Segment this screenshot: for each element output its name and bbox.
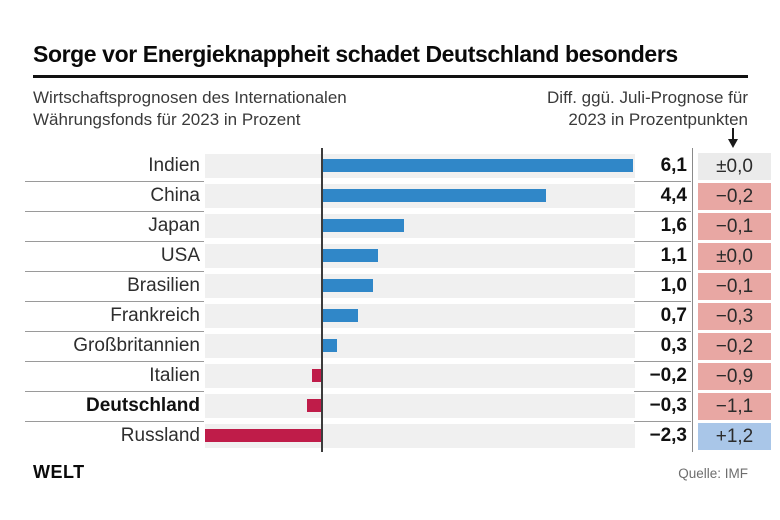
- table-row: Indien 6,1 ±0,0: [0, 152, 780, 182]
- table-row: Brasilien 1,0 −0,1: [0, 272, 780, 302]
- value-label: 1,6: [660, 215, 687, 236]
- value-bar: [322, 279, 373, 292]
- diff-badge: −0,1: [698, 213, 771, 240]
- diff-badge: −0,9: [698, 363, 771, 390]
- value-bar: [322, 189, 547, 202]
- country-label: Brasilien: [127, 275, 200, 296]
- value-label: 4,4: [660, 185, 687, 206]
- table-row: Deutschland −0,3 −1,1: [0, 392, 780, 422]
- row-separator-value: [634, 331, 691, 332]
- row-separator-value: [634, 181, 691, 182]
- row-separator-value: [634, 211, 691, 212]
- row-separator-label: [25, 331, 204, 332]
- diff-badge: −0,3: [698, 303, 771, 330]
- bar-track: [205, 274, 635, 298]
- value-label: 0,7: [660, 305, 687, 326]
- value-bar: [322, 159, 634, 172]
- welt-logo: WELT: [33, 462, 85, 482]
- table-row: Frankreich 0,7 −0,3: [0, 302, 780, 332]
- value-label: −0,2: [649, 365, 687, 386]
- diff-header-line-1: Diff. ggü. Juli-Prognose für: [547, 88, 748, 107]
- row-separator-value: [634, 421, 691, 422]
- table-row: Italien −0,2 −0,9: [0, 362, 780, 392]
- country-label: Indien: [148, 155, 200, 176]
- bar-track: [205, 364, 635, 388]
- row-separator-value: [634, 391, 691, 392]
- country-label: Russland: [120, 425, 200, 446]
- row-separator-value: [634, 271, 691, 272]
- diff-badge: ±0,0: [698, 243, 771, 270]
- value-bar: [306, 399, 322, 412]
- row-separator-label: [25, 211, 204, 212]
- row-separator-value: [634, 361, 691, 362]
- bar-track: [205, 304, 635, 328]
- value-label: −2,3: [649, 425, 687, 446]
- table-row: Japan 1,6 −0,1: [0, 212, 780, 242]
- value-bar: [322, 249, 379, 262]
- bar-track: [205, 154, 635, 178]
- subtitle-line-2: Währungsfonds für 2023 in Prozent: [33, 110, 301, 129]
- value-label: 1,0: [660, 275, 687, 296]
- table-row: China 4,4 −0,2: [0, 182, 780, 212]
- bar-track: [204, 424, 635, 448]
- value-diff-divider: [692, 148, 693, 452]
- bar-track: [205, 244, 635, 268]
- country-label: USA: [160, 245, 200, 266]
- country-label: Japan: [148, 215, 200, 236]
- row-separator-label: [25, 391, 204, 392]
- diff-badge: −0,2: [698, 333, 771, 360]
- diff-badge: −1,1: [698, 393, 771, 420]
- source-credit: Quelle: IMF: [678, 466, 748, 481]
- value-bar: [322, 219, 404, 232]
- value-bar: [322, 339, 338, 352]
- table-row: Großbritannien 0,3 −0,2: [0, 332, 780, 362]
- diff-badge: +1,2: [698, 423, 771, 450]
- zero-axis-line: [321, 148, 323, 452]
- value-label: −0,3: [649, 395, 687, 416]
- row-separator-label: [25, 301, 204, 302]
- value-label: 1,1: [660, 245, 687, 266]
- diff-column-header: Diff. ggü. Juli-Prognose für 2023 in Pro…: [448, 87, 748, 131]
- page-title: Sorge vor Energieknappheit schadet Deuts…: [33, 41, 678, 67]
- down-arrow-icon: [728, 128, 738, 148]
- table-row: Russland −2,3 +1,2: [0, 422, 780, 452]
- diff-badge: ±0,0: [698, 153, 771, 180]
- bar-track: [205, 214, 635, 238]
- country-label: Italien: [149, 365, 200, 386]
- row-separator-label: [25, 421, 204, 422]
- diff-header-line-2: 2023 in Prozentpunkten: [568, 110, 748, 129]
- chart-subtitle: Wirtschaftsprognosen des Internationalen…: [33, 87, 453, 131]
- diff-badge: −0,2: [698, 183, 771, 210]
- diff-badge: −0,1: [698, 273, 771, 300]
- value-bar: [311, 369, 322, 382]
- country-label: China: [150, 185, 200, 206]
- value-bar: [322, 309, 358, 322]
- subtitle-line-1: Wirtschaftsprognosen des Internationalen: [33, 88, 347, 107]
- bar-chart-rows: Indien 6,1 ±0,0 China 4,4 −0,2 Japan 1,6…: [0, 152, 780, 452]
- value-bar: [204, 429, 322, 442]
- value-label: 6,1: [660, 155, 687, 176]
- value-label: 0,3: [660, 335, 687, 356]
- row-separator-label: [25, 181, 204, 182]
- country-label: Großbritannien: [73, 335, 200, 356]
- row-separator-value: [634, 241, 691, 242]
- row-separator-label: [25, 241, 204, 242]
- bar-track: [205, 334, 635, 358]
- country-label: Deutschland: [85, 395, 200, 416]
- row-separator-label: [25, 271, 204, 272]
- row-separator-value: [634, 301, 691, 302]
- country-label: Frankreich: [110, 305, 200, 326]
- table-row: USA 1,1 ±0,0: [0, 242, 780, 272]
- title-rule: [33, 75, 748, 78]
- row-separator-label: [25, 361, 204, 362]
- bar-track: [205, 394, 635, 418]
- bar-track: [205, 184, 635, 208]
